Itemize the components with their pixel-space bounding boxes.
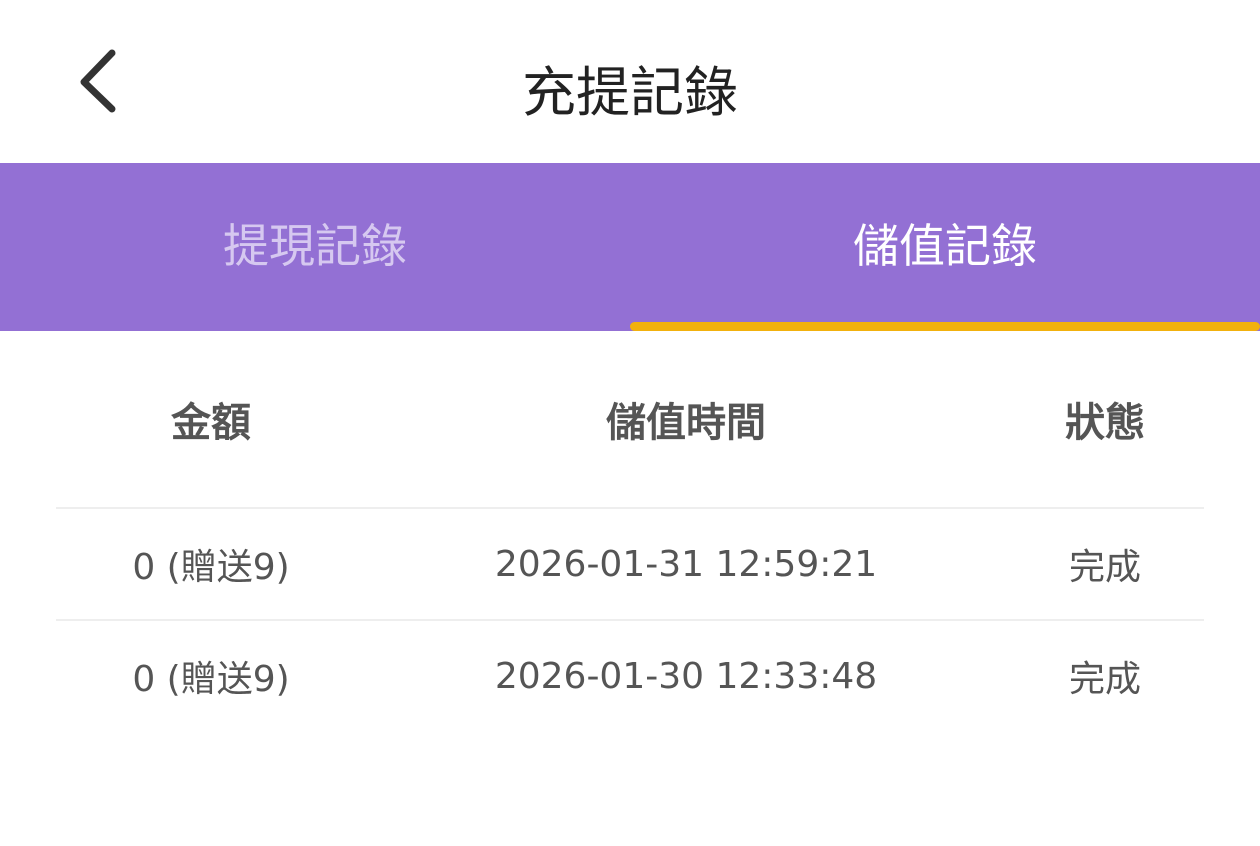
amount-cell: 0 (贈送9) [132, 547, 290, 588]
records-table: 金額 儲值時間 狀態 0 (贈送9) 2026-01-31 12:59:21 完… [56, 331, 1204, 731]
tab-deposit-records[interactable]: 儲值記錄 [630, 163, 1260, 331]
status-cell: 完成 [1068, 547, 1141, 588]
column-header-status: 狀態 [1065, 400, 1145, 446]
status-cell: 完成 [1068, 659, 1141, 700]
tab-label: 儲值記錄 [853, 219, 1037, 273]
amount-cell: 0 (贈送9) [132, 659, 290, 700]
tab-bar: 提現記錄 儲值記錄 [0, 163, 1260, 331]
page-title: 充提記錄 [522, 61, 738, 124]
tab-withdrawal-records[interactable]: 提現記錄 [0, 163, 630, 331]
tab-label: 提現記錄 [223, 219, 407, 273]
time-cell: 2026-01-30 12:33:48 [494, 655, 878, 697]
table-row: 0 (贈送9) 2026-01-31 12:59:21 完成 [56, 509, 1204, 621]
column-header-time: 儲值時間 [606, 400, 766, 446]
active-tab-indicator [630, 322, 1260, 331]
table-header: 金額 儲值時間 狀態 [56, 331, 1204, 509]
table-row: 0 (贈送9) 2026-01-30 12:33:48 完成 [56, 621, 1204, 731]
chevron-left-icon [80, 49, 116, 113]
app-header: 充提記錄 [0, 0, 1260, 163]
time-cell: 2026-01-31 12:59:21 [494, 543, 878, 585]
back-button[interactable] [70, 45, 130, 115]
column-header-amount: 金額 [171, 400, 251, 446]
